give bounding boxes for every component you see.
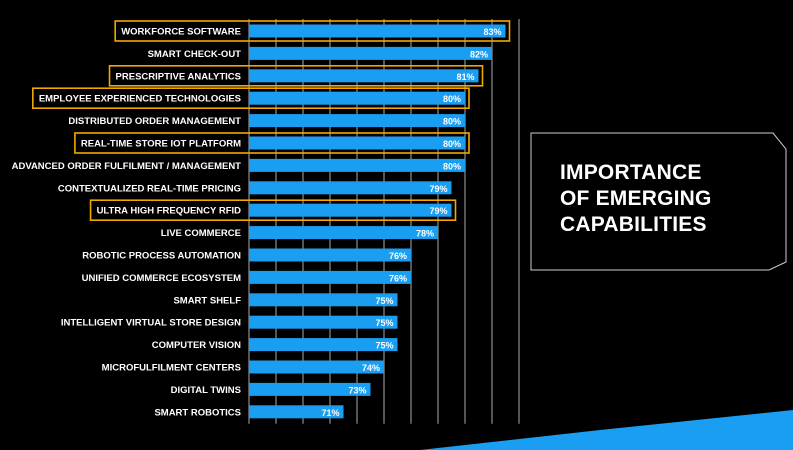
value-label: 75% [375, 341, 393, 351]
value-label: 78% [416, 229, 434, 239]
category-label: EMPLOYEE EXPERIENCED TECHNOLOGIES [39, 94, 241, 105]
highlight-box [114, 20, 511, 42]
value-label: 79% [429, 184, 447, 194]
category-label: REAL-TIME STORE IOT PLATFORM [81, 139, 241, 150]
value-label: 81% [456, 72, 474, 82]
value-label: 73% [348, 385, 366, 395]
corner-accent-stripe [420, 410, 793, 450]
bar [249, 248, 411, 262]
bar [249, 114, 465, 128]
category-label: INTELLIGENT VIRTUAL STORE DESIGN [61, 318, 241, 329]
bar [249, 270, 411, 284]
bar [249, 136, 465, 150]
category-label: WORKFORCE SOFTWARE [121, 27, 241, 38]
category-label: MICROFULFILMENT CENTERS [102, 363, 241, 374]
bar [249, 405, 344, 419]
bar [249, 293, 398, 307]
title-panel-frame [530, 132, 787, 271]
value-label: 79% [429, 206, 447, 216]
highlight-box [74, 132, 470, 154]
highlight-box [108, 65, 484, 87]
highlight-box [89, 199, 457, 221]
bar [249, 69, 479, 83]
bars [249, 24, 506, 419]
bar [249, 382, 371, 396]
bar [249, 46, 492, 60]
value-label: 75% [375, 296, 393, 306]
value-label: 80% [443, 161, 461, 171]
bar [249, 226, 438, 240]
value-label: 80% [443, 94, 461, 104]
bar [249, 24, 506, 38]
category-label: COMPUTER VISION [152, 340, 241, 351]
decorations [420, 132, 793, 450]
value-label: 80% [443, 139, 461, 149]
bar [249, 360, 384, 374]
value-label: 74% [362, 363, 380, 373]
value-label: 76% [389, 251, 407, 261]
category-label: SMART CHECK-OUT [148, 49, 242, 60]
category-label: PRESCRIPTIVE ANALYTICS [116, 71, 241, 82]
bar [249, 181, 452, 195]
category-label: ROBOTIC PROCESS AUTOMATION [82, 251, 241, 262]
category-label: CONTEXTUALIZED REAL-TIME PRICING [58, 183, 241, 194]
category-label: SMART ROBOTICS [154, 407, 241, 418]
highlight-box [32, 87, 470, 109]
value-label: 76% [389, 273, 407, 283]
value-label: 82% [470, 49, 488, 59]
value-label: 71% [321, 408, 339, 418]
bar [249, 338, 398, 352]
bar [249, 91, 465, 105]
value-labels: 83% 82% 81% 80% 80% 80% 80% 79% 79% 78% 76% 76% 75% 7… [321, 27, 501, 418]
bar [249, 203, 452, 217]
value-label: 83% [483, 27, 501, 37]
category-label: DISTRIBUTED ORDER MANAGEMENT [68, 116, 241, 127]
category-labels: WORKFORCE SOFTWARE SMART CHECK-OUT PRESCRI… [12, 27, 242, 419]
bar [249, 315, 398, 329]
value-label: 80% [443, 117, 461, 127]
category-label: ULTRA HIGH FREQUENCY RFID [97, 206, 242, 217]
highlight-boxes [32, 20, 511, 221]
category-label: LIVE COMMERCE [161, 228, 241, 239]
value-label: 75% [375, 318, 393, 328]
category-label: SMART SHELF [173, 295, 241, 306]
category-label: ADVANCED ORDER FULFILMENT / MANAGEMENT [12, 161, 242, 172]
category-label: UNIFIED COMMERCE ECOSYSTEM [82, 273, 241, 284]
category-label: DIGITAL TWINS [171, 385, 241, 396]
bar [249, 158, 465, 172]
